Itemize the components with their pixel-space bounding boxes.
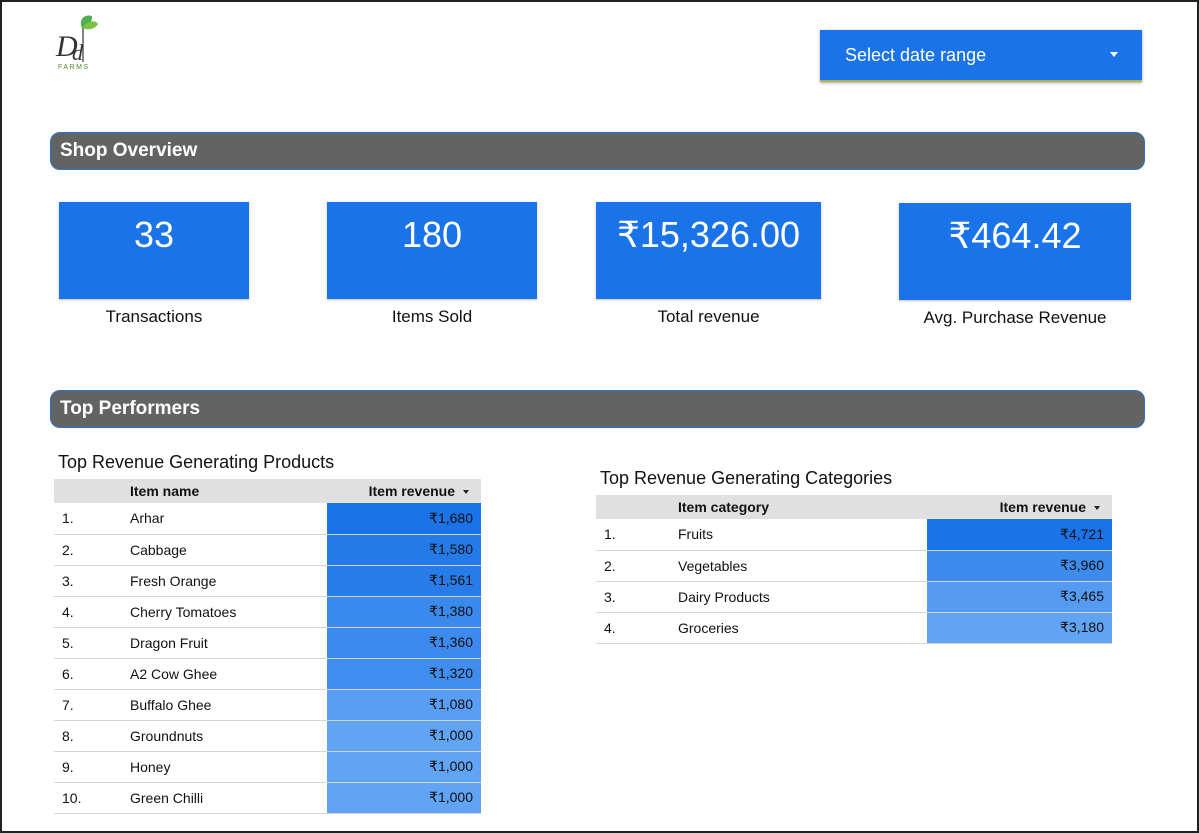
item-category-column-header[interactable]: Item category — [678, 495, 927, 519]
row-item-revenue: ₹3,960 — [927, 550, 1112, 582]
kpi-total-revenue-tile: ₹15,326.00 — [596, 202, 821, 299]
row-item-revenue: ₹1,561 — [327, 565, 481, 597]
kpi-value: ₹464.42 — [948, 215, 1082, 256]
row-item-name: Dairy Products — [678, 581, 927, 613]
kpi-value: 180 — [401, 214, 463, 255]
item-revenue-column-header[interactable]: Item revenue — [927, 495, 1112, 519]
row-item-name: Groundnuts — [130, 720, 327, 752]
section-title: Shop Overview — [60, 140, 198, 161]
row-item-revenue: ₹1,000 — [327, 751, 481, 783]
row-item-name: Arhar — [130, 503, 327, 535]
row-rank: 9. — [54, 751, 130, 783]
logo-subtext: FARMS — [58, 64, 90, 71]
row-item-revenue: ₹1,380 — [327, 596, 481, 628]
row-item-revenue: ₹3,180 — [927, 612, 1112, 644]
row-rank: 7. — [54, 689, 130, 721]
row-item-name: Vegetables — [678, 550, 927, 582]
row-item-revenue: ₹1,000 — [327, 782, 481, 814]
table-row[interactable]: 3. Fresh Orange ₹1,561 — [54, 565, 481, 597]
row-item-revenue: ₹3,465 — [927, 581, 1112, 613]
row-item-revenue: ₹1,080 — [327, 689, 481, 721]
row-rank: 4. — [54, 596, 130, 628]
row-rank: 5. — [54, 627, 130, 659]
svg-text:D: D — [55, 30, 78, 63]
kpi-label: Transactions — [105, 307, 203, 326]
products-table-title: Top Revenue Generating Products — [58, 452, 335, 472]
row-item-revenue: ₹1,000 — [327, 720, 481, 752]
sort-desc-icon[interactable] — [1094, 506, 1100, 511]
rank-column-header — [596, 495, 678, 519]
farm-logo-icon: D d — [55, 15, 98, 65]
table-row[interactable]: 3. Dairy Products ₹3,465 — [596, 581, 1112, 613]
rank-column-header — [54, 479, 130, 503]
row-rank: 1. — [596, 519, 678, 551]
kpi-label: Items Sold — [391, 307, 473, 326]
kpi-value: ₹15,326.00 — [616, 214, 801, 255]
row-rank: 2. — [596, 550, 678, 582]
date-range-dropdown[interactable]: Select date range — [820, 30, 1142, 82]
row-item-name: Honey — [130, 751, 327, 783]
table-row[interactable]: 9. Honey ₹1,000 — [54, 751, 481, 783]
row-rank: 4. — [596, 612, 678, 644]
table-header-row: Item category Item revenue — [596, 495, 1112, 519]
row-rank: 6. — [54, 658, 130, 690]
row-item-revenue: ₹1,580 — [327, 534, 481, 566]
row-item-name: Groceries — [678, 612, 927, 644]
section-title: Top Performers — [60, 398, 201, 419]
table-row[interactable]: 1. Arhar ₹1,680 — [54, 503, 481, 535]
kpi-avg-purchase-revenue-tile: ₹464.42 — [899, 203, 1131, 300]
table-row[interactable]: 8. Groundnuts ₹1,000 — [54, 720, 481, 752]
row-item-revenue: ₹1,680 — [327, 503, 481, 535]
table-row[interactable]: 4. Groceries ₹3,180 — [596, 612, 1112, 644]
item-name-column-header[interactable]: Item name — [130, 479, 327, 503]
row-item-revenue: ₹1,360 — [327, 627, 481, 659]
date-range-label: Select date range — [845, 44, 987, 65]
row-rank: 3. — [596, 581, 678, 613]
row-item-name: Fresh Orange — [130, 565, 327, 597]
table-row[interactable]: 5. Dragon Fruit ₹1,360 — [54, 627, 481, 659]
chevron-down-icon — [1110, 52, 1118, 57]
item-revenue-header-label: Item revenue — [368, 483, 455, 499]
table-row[interactable]: 10. Green Chilli ₹1,000 — [54, 782, 481, 814]
categories-table: Item category Item revenue 1. Fruits ₹4,72… — [596, 495, 1112, 644]
row-item-name: Cherry Tomatoes — [130, 596, 327, 628]
row-item-name: Fruits — [678, 519, 927, 551]
row-rank: 1. — [54, 503, 130, 535]
item-revenue-header-label: Item revenue — [999, 499, 1086, 515]
row-item-name: Dragon Fruit — [130, 627, 327, 659]
table-header-row: Item name Item revenue — [54, 479, 481, 503]
kpi-label: Avg. Purchase Revenue — [923, 308, 1107, 327]
row-item-revenue: ₹1,320 — [327, 658, 481, 690]
categories-table-title: Top Revenue Generating Categories — [600, 468, 893, 488]
table-row[interactable]: 4. Cherry Tomatoes ₹1,380 — [54, 596, 481, 628]
table-row[interactable]: 2. Cabbage ₹1,580 — [54, 534, 481, 566]
row-item-revenue: ₹4,721 — [927, 519, 1112, 551]
kpi-transactions-tile: 33 — [59, 202, 249, 299]
row-rank: 10. — [54, 782, 130, 814]
svg-text:d: d — [72, 40, 84, 65]
kpi-items-sold-tile: 180 — [327, 202, 537, 299]
kpi-label: Total revenue — [657, 307, 760, 326]
row-rank: 3. — [54, 565, 130, 597]
row-rank: 8. — [54, 720, 130, 752]
row-rank: 2. — [54, 534, 130, 566]
row-item-name: A2 Cow Ghee — [130, 658, 327, 690]
row-item-name: Green Chilli — [130, 782, 327, 814]
kpi-value: 33 — [133, 214, 175, 255]
row-item-name: Cabbage — [130, 534, 327, 566]
table-row[interactable]: 2. Vegetables ₹3,960 — [596, 550, 1112, 582]
products-table: Item name Item revenue 1. Arhar ₹1,680 2. Ca… — [54, 479, 481, 814]
item-revenue-column-header[interactable]: Item revenue — [327, 479, 481, 503]
table-row[interactable]: 6. A2 Cow Ghee ₹1,320 — [54, 658, 481, 690]
row-item-name: Buffalo Ghee — [130, 689, 327, 721]
section-header-top-performers: Top Performers — [50, 390, 1145, 428]
table-row[interactable]: 1. Fruits ₹4,721 — [596, 519, 1112, 551]
sort-desc-icon[interactable] — [463, 490, 469, 495]
section-header-shop-overview: Shop Overview — [50, 132, 1145, 170]
table-row[interactable]: 7. Buffalo Ghee ₹1,080 — [54, 689, 481, 721]
